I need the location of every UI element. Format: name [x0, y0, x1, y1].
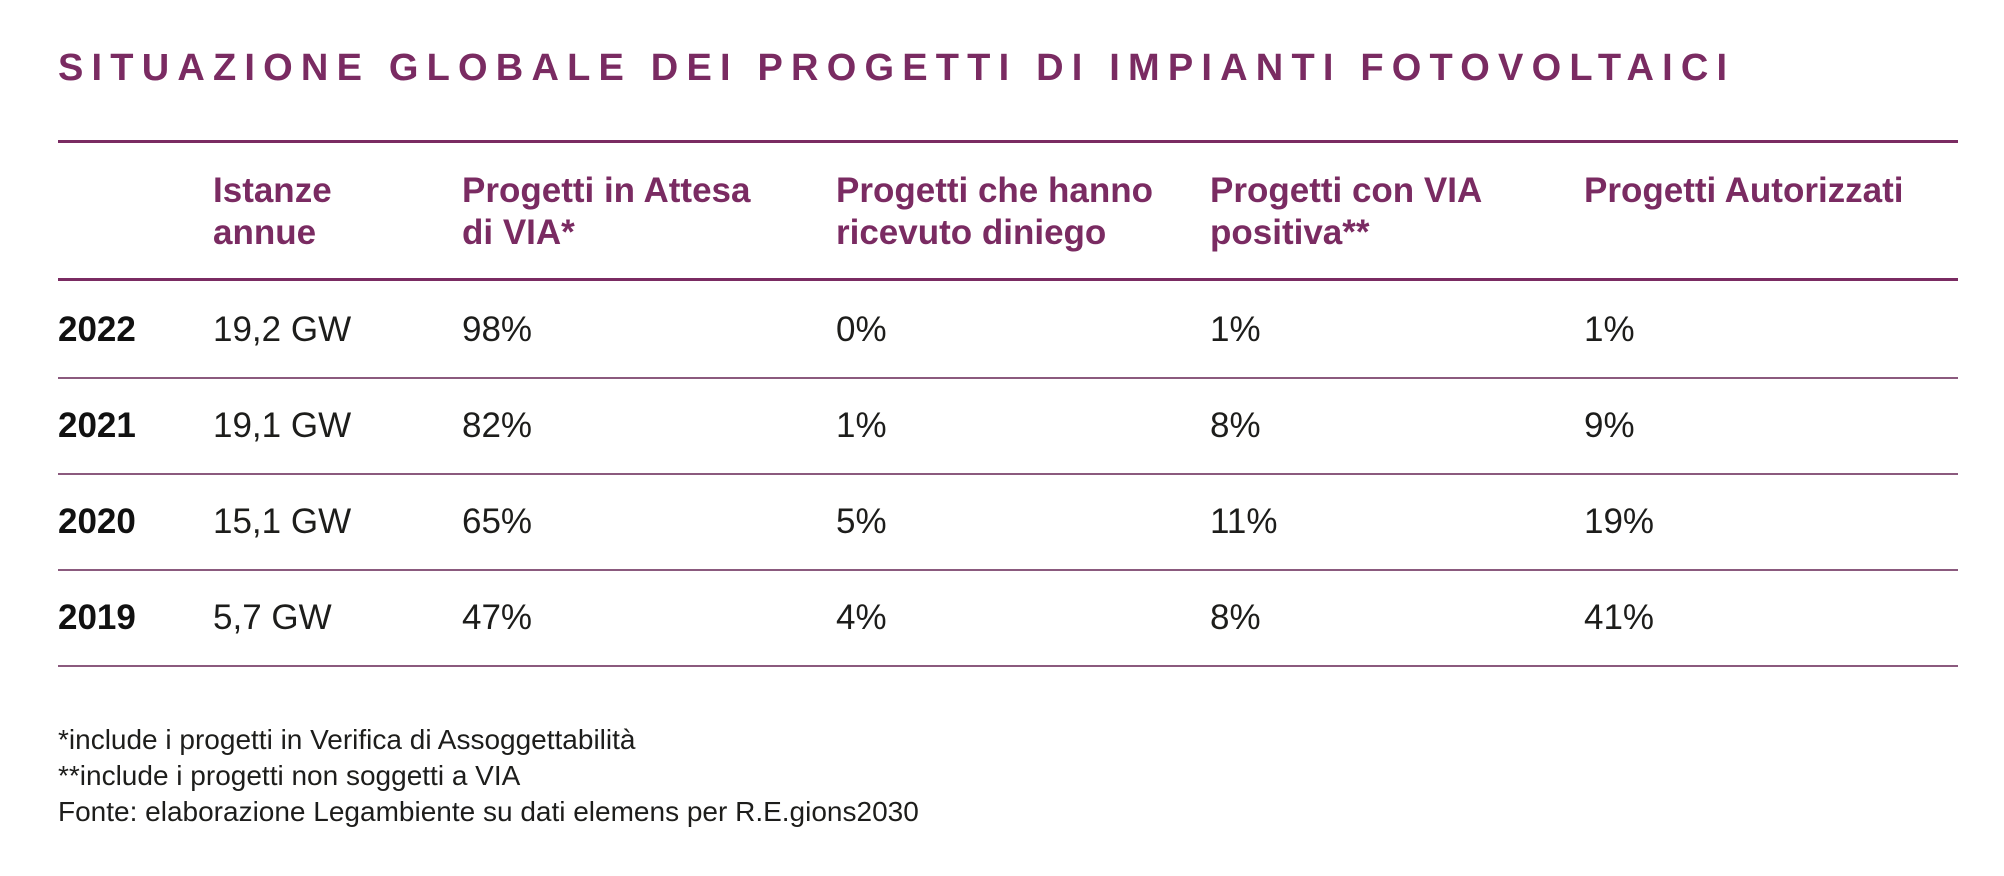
cell-via-positiva: 8%: [1210, 406, 1261, 445]
cell-autorizzati: 19%: [1584, 502, 1655, 541]
cell-autorizzati: 41%: [1584, 598, 1655, 637]
footnote-via: *include i progetti in Verifica di Assog…: [58, 724, 636, 755]
page-title: SITUAZIONE GLOBALE DEI PROGETTI DI IMPIA…: [58, 47, 1736, 89]
cell-diniego: 4%: [836, 598, 887, 637]
row-year: 2020: [58, 502, 136, 541]
table-row: 2019 5,7 GW 47% 4% 8% 41%: [58, 569, 1958, 667]
table-row: 2021 19,1 GW 82% 1% 8% 9%: [58, 377, 1958, 475]
table-header-rule: [58, 278, 1958, 281]
header-diniego: Progetti che hanno ricevuto diniego: [836, 171, 1153, 252]
cell-diniego: 0%: [836, 310, 887, 349]
row-year: 2022: [58, 310, 136, 349]
source-note: Fonte: elaborazione Legambiente su dati …: [58, 796, 919, 827]
cell-attesa-via: 98%: [462, 310, 533, 349]
cell-attesa-via: 82%: [462, 406, 533, 445]
cell-istanze: 19,1 GW: [213, 406, 352, 445]
cell-istanze: 5,7 GW: [213, 598, 332, 637]
cell-diniego: 1%: [836, 406, 887, 445]
cell-diniego: 5%: [836, 502, 887, 541]
cell-via-positiva: 1%: [1210, 310, 1261, 349]
row-year: 2021: [58, 406, 136, 445]
table-row: 2020 15,1 GW 65% 5% 11% 19%: [58, 473, 1958, 571]
cell-via-positiva: 8%: [1210, 598, 1261, 637]
cell-attesa-via: 47%: [462, 598, 533, 637]
cell-autorizzati: 9%: [1584, 406, 1635, 445]
cell-autorizzati: 1%: [1584, 310, 1635, 349]
header-via-positiva: Progetti con VIA positiva**: [1210, 171, 1483, 252]
footnote-non-via: **include i progetti non soggetti a VIA: [58, 760, 521, 791]
header-autorizzati: Progetti Autorizzati: [1584, 171, 1904, 210]
table-top-rule: [58, 140, 1958, 143]
cell-istanze: 19,2 GW: [213, 310, 352, 349]
cell-istanze: 15,1 GW: [213, 502, 352, 541]
header-attesa-via: Progetti in Attesa di VIA*: [462, 171, 751, 252]
cell-attesa-via: 65%: [462, 502, 533, 541]
row-year: 2019: [58, 598, 136, 637]
footnotes: *include i progetti in Verifica di Assog…: [58, 722, 919, 830]
table-row: 2022 19,2 GW 98% 0% 1% 1%: [58, 281, 1958, 379]
cell-via-positiva: 11%: [1210, 502, 1278, 541]
header-istanze-annue: Istanze annue: [213, 171, 332, 252]
